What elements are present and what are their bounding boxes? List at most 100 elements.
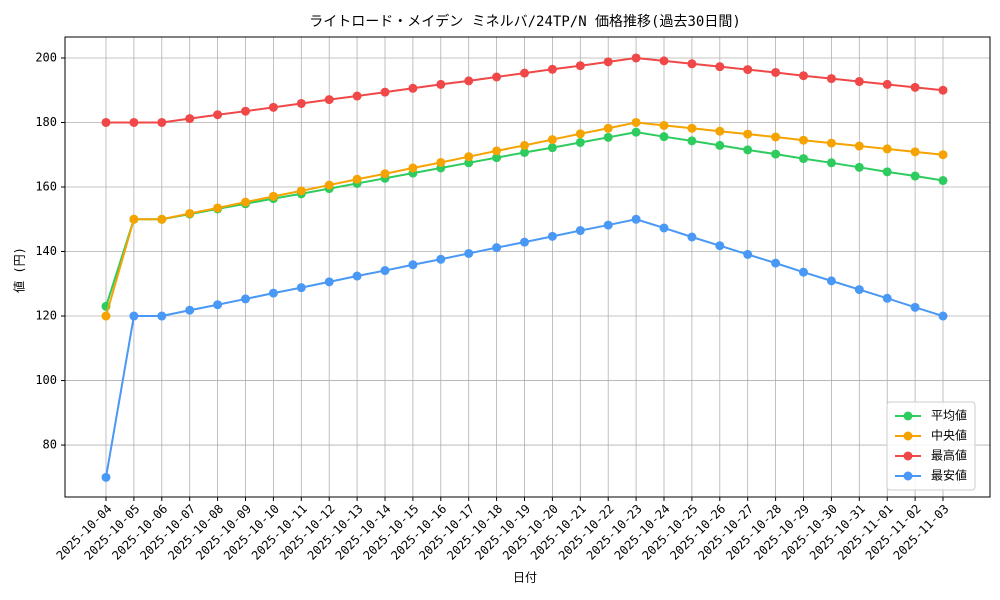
- data-point: [213, 110, 223, 120]
- data-point: [547, 64, 557, 74]
- data-point: [799, 154, 808, 164]
- y-tick-label: 120: [35, 309, 57, 323]
- data-point: [324, 95, 334, 105]
- data-point: [826, 138, 836, 148]
- data-point: [464, 248, 474, 258]
- legend-label: 最高値: [931, 448, 967, 463]
- data-point: [547, 143, 557, 153]
- y-axis-label: 値 (円): [12, 247, 27, 293]
- data-point: [687, 59, 697, 69]
- data-point: [157, 311, 167, 321]
- data-point: [799, 71, 808, 81]
- data-point: [575, 137, 585, 147]
- legend-marker: [903, 451, 913, 461]
- data-point: [938, 311, 948, 321]
- data-point: [659, 56, 669, 66]
- data-point: [687, 123, 697, 133]
- data-point: [715, 62, 725, 72]
- data-point: [715, 140, 725, 150]
- y-tick-label: 160: [35, 180, 57, 194]
- data-point: [157, 117, 167, 127]
- data-point: [854, 77, 864, 87]
- data-point: [268, 102, 278, 112]
- data-point: [743, 65, 753, 75]
- data-point: [324, 277, 334, 287]
- data-point: [882, 144, 892, 154]
- legend-marker: [903, 411, 913, 421]
- data-point: [910, 171, 920, 181]
- data-point: [659, 132, 669, 142]
- legend-marker: [903, 471, 913, 481]
- data-point: [492, 243, 502, 253]
- data-point: [547, 135, 557, 145]
- data-point: [408, 83, 418, 93]
- data-point: [938, 150, 948, 160]
- legend-label: 最安値: [931, 468, 967, 483]
- data-point: [464, 76, 474, 86]
- data-point: [575, 61, 585, 71]
- data-point: [241, 197, 250, 207]
- data-point: [547, 231, 557, 241]
- data-point: [799, 135, 808, 145]
- data-point: [352, 271, 362, 281]
- data-point: [910, 302, 920, 312]
- data-point: [296, 186, 306, 196]
- data-point: [938, 176, 948, 186]
- data-point: [771, 149, 781, 159]
- x-axis-label: 日付: [513, 571, 537, 585]
- data-point: [380, 266, 390, 276]
- data-point: [910, 147, 920, 157]
- data-point: [603, 132, 613, 142]
- data-point: [799, 267, 808, 277]
- data-point: [659, 120, 669, 130]
- data-point: [492, 72, 502, 82]
- data-point: [185, 208, 195, 218]
- data-point: [854, 162, 864, 172]
- data-point: [101, 117, 111, 127]
- data-point: [854, 285, 864, 295]
- data-point: [129, 117, 139, 127]
- data-point: [910, 82, 920, 92]
- data-point: [631, 214, 641, 224]
- data-point: [352, 174, 362, 184]
- data-point: [352, 91, 362, 101]
- legend-label: 中央値: [931, 428, 967, 443]
- legend-box: [886, 401, 976, 491]
- y-tick-label: 200: [35, 50, 57, 64]
- data-point: [882, 79, 892, 89]
- data-point: [408, 260, 418, 270]
- data-point: [854, 141, 864, 151]
- data-point: [380, 169, 390, 179]
- legend-marker: [903, 431, 913, 441]
- data-point: [520, 237, 529, 247]
- data-point: [520, 147, 529, 157]
- data-point: [771, 132, 781, 142]
- data-point: [213, 300, 223, 310]
- data-point: [492, 146, 502, 156]
- y-tick-label: 100: [35, 373, 57, 387]
- data-point: [268, 288, 278, 298]
- plot-frame: [64, 36, 991, 498]
- data-point: [492, 153, 502, 163]
- data-point: [436, 79, 446, 89]
- data-point: [241, 294, 250, 304]
- legend-label: 平均値: [931, 408, 967, 423]
- data-point: [771, 67, 781, 77]
- data-point: [101, 472, 111, 482]
- data-point: [715, 126, 725, 136]
- data-point: [575, 129, 585, 139]
- y-tick-label: 140: [35, 244, 57, 258]
- data-point: [268, 191, 278, 201]
- data-point: [129, 214, 139, 224]
- data-point: [743, 249, 753, 259]
- data-point: [603, 123, 613, 133]
- data-point: [436, 254, 446, 264]
- data-point: [185, 114, 195, 124]
- data-point: [659, 223, 669, 233]
- data-point: [715, 241, 725, 251]
- chart-title: ライトロード・メイデン ミネルバ/24TP/N 価格推移(過去30日間): [309, 13, 741, 30]
- y-tick-label: 80: [43, 438, 57, 452]
